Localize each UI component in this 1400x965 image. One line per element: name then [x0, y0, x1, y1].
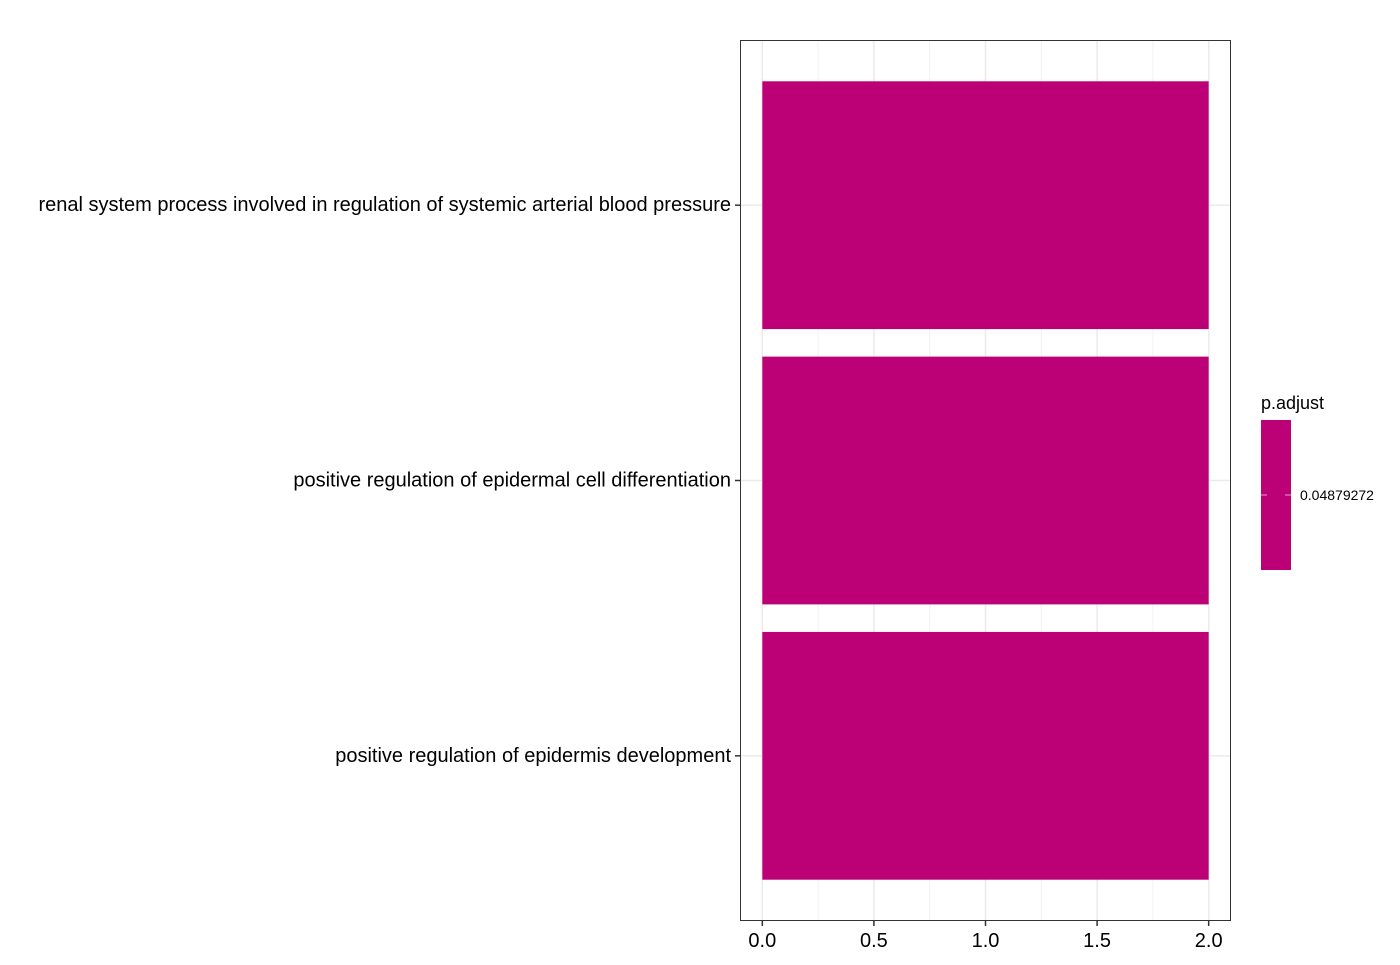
- x-tick-label: 2.0: [1195, 930, 1223, 952]
- bar: [762, 81, 1209, 330]
- bar: [762, 631, 1209, 880]
- x-tick-label: 1.0: [972, 930, 1000, 952]
- x-axis: 0.0 0.5 1.0 1.5 2.0: [748, 921, 1223, 952]
- legend-value-label: 0.04879272: [1300, 487, 1374, 503]
- panel-border: [740, 40, 1231, 921]
- bar: [762, 356, 1209, 605]
- y-axis: renal system process involved in regulat…: [38, 194, 740, 767]
- x-tick-label: 0.5: [860, 930, 888, 952]
- y-tick-label: positive regulation of epidermal cell di…: [293, 470, 731, 492]
- legend: p.adjust 0.04879272: [1261, 393, 1374, 570]
- y-tick-label: renal system process involved in regulat…: [38, 194, 731, 216]
- bar-layer: [762, 81, 1209, 880]
- legend-title: p.adjust: [1261, 393, 1324, 413]
- x-tick-label: 1.5: [1083, 930, 1111, 952]
- y-tick-label: positive regulation of epidermis develop…: [335, 745, 731, 767]
- x-tick-label: 0.0: [748, 930, 776, 952]
